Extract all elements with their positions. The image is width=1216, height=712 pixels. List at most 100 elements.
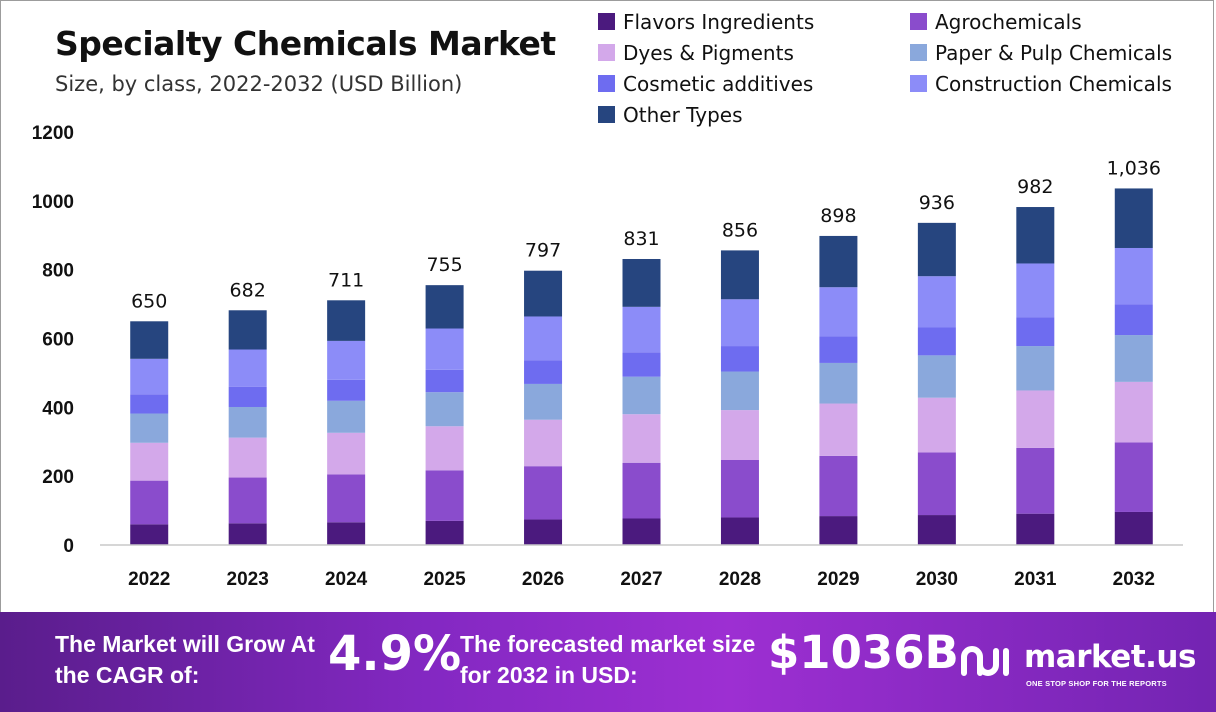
legend-label: Dyes & Pigments [623,40,794,65]
bar-segment [327,522,366,545]
legend-item: Flavors Ingredients [598,6,910,37]
chart-subtitle: Size, by class, 2022-2032 (USD Billion) [55,72,463,96]
bar-segment [622,376,661,415]
bar-segment [327,379,366,401]
x-tick-label: 2023 [227,569,269,590]
bar-segment [622,306,661,353]
bar-total-label: 898 [820,205,856,227]
bar-total-label: 856 [722,219,758,241]
bar-segment [425,470,464,521]
bar-segment [524,466,563,520]
x-tick-label: 2029 [817,569,859,590]
bar-segment [720,371,759,411]
bar-segment [524,360,563,384]
chart-legend: Flavors Ingredients Agrochemicals Dyes & P… [598,6,1214,130]
y-tick-label: 1000 [32,192,74,213]
legend-swatch [598,75,615,92]
bar-segment [524,316,563,361]
bar-total-label: 650 [131,290,167,312]
summary-banner: The Market will Grow At the CAGR of: 4.9… [0,612,1216,712]
market-us-logo[interactable]: market.us ONE STOP SHOP FOR THE REPORTS [960,639,1200,695]
bar-segment [622,518,661,545]
bar-segment [622,462,661,519]
bar-segment [327,474,366,523]
y-tick-label: 600 [42,330,74,351]
bar-total-label: 755 [426,254,462,276]
bar-segment [819,287,858,337]
bar-segment [917,355,956,398]
bar-segment [819,362,858,404]
bar-segment [917,397,956,453]
bar-segment [720,517,759,545]
x-tick-label: 2032 [1113,569,1155,590]
bar-segment [130,442,169,481]
legend-item: Agrochemicals [910,6,1214,37]
legend-swatch [910,75,927,92]
bar-segment [524,419,563,467]
bar-segment [720,346,759,372]
legend-label: Other Types [623,102,743,127]
bar-segment [524,270,563,317]
bar-segment [1016,447,1055,514]
bar-segment [130,480,169,525]
legend-item: Cosmetic additives [598,68,910,99]
stacked-bar-chart: 0 200 400 600 800 1000 1200 650 2022 682 2023 711 20… [32,123,1183,590]
bar-segment [327,432,366,475]
legend-item: Other Types [598,99,910,130]
bar-segment [622,414,661,463]
bar-total-label: 711 [328,269,364,291]
bar-segment [720,250,759,300]
bar-segment [819,516,858,545]
bar-segment [1016,346,1055,391]
cagr-label: The Market will Grow At the CAGR of: [55,631,315,688]
bar-segment [819,235,858,288]
x-tick-label: 2030 [916,569,958,590]
bar-segment [130,524,169,545]
bar-segment [425,520,464,545]
bar-segment [720,410,759,460]
bar-segment [425,369,464,393]
bar-segment [1114,511,1153,545]
bar-segment [1114,442,1153,512]
x-tick-label: 2026 [522,569,564,590]
bar-total-label: 682 [230,279,266,301]
bar-total-label: 982 [1017,176,1053,198]
bar-total-label: 831 [623,228,659,250]
bar-segment [228,406,267,438]
bar-segment [228,310,267,350]
chart-title: Specialty Chemicals Market [55,24,556,63]
bar-segment [1114,188,1153,248]
x-tick-label: 2024 [325,569,368,590]
x-tick-label: 2025 [423,569,466,590]
bar-segment [327,300,366,341]
bar-segment [228,523,267,545]
x-tick-label: 2028 [719,569,761,590]
bar-segment [720,459,759,518]
bar-segment [524,383,563,420]
market-size-label: The forecasted market size for 2032 in U… [460,631,756,688]
y-tick-label: 200 [42,467,74,488]
x-tick-label: 2027 [620,569,662,590]
legend-item: Paper & Pulp Chemicals [910,37,1214,68]
legend-label: Paper & Pulp Chemicals [935,40,1173,65]
bar-segment [228,437,267,478]
bar-segment [327,340,366,380]
bar-segment [1114,247,1153,305]
y-tick-label: 400 [42,398,74,419]
logo-text: market.us [1024,639,1196,675]
bar-segment [917,515,956,545]
bar-segment [327,400,366,433]
legend-swatch [910,44,927,61]
bar-segment [917,327,956,356]
legend-swatch [598,13,615,30]
x-tick-label: 2022 [128,569,170,590]
bar-segment [1016,390,1055,448]
bar-segment [1016,263,1055,318]
bar-segment [130,358,169,395]
legend-item: Dyes & Pigments [598,37,910,68]
legend-swatch [598,106,615,123]
bar-segment [425,392,464,427]
bar-segment [1114,381,1153,443]
legend-label: Flavors Ingredients [623,9,815,34]
bar-segment [622,352,661,377]
